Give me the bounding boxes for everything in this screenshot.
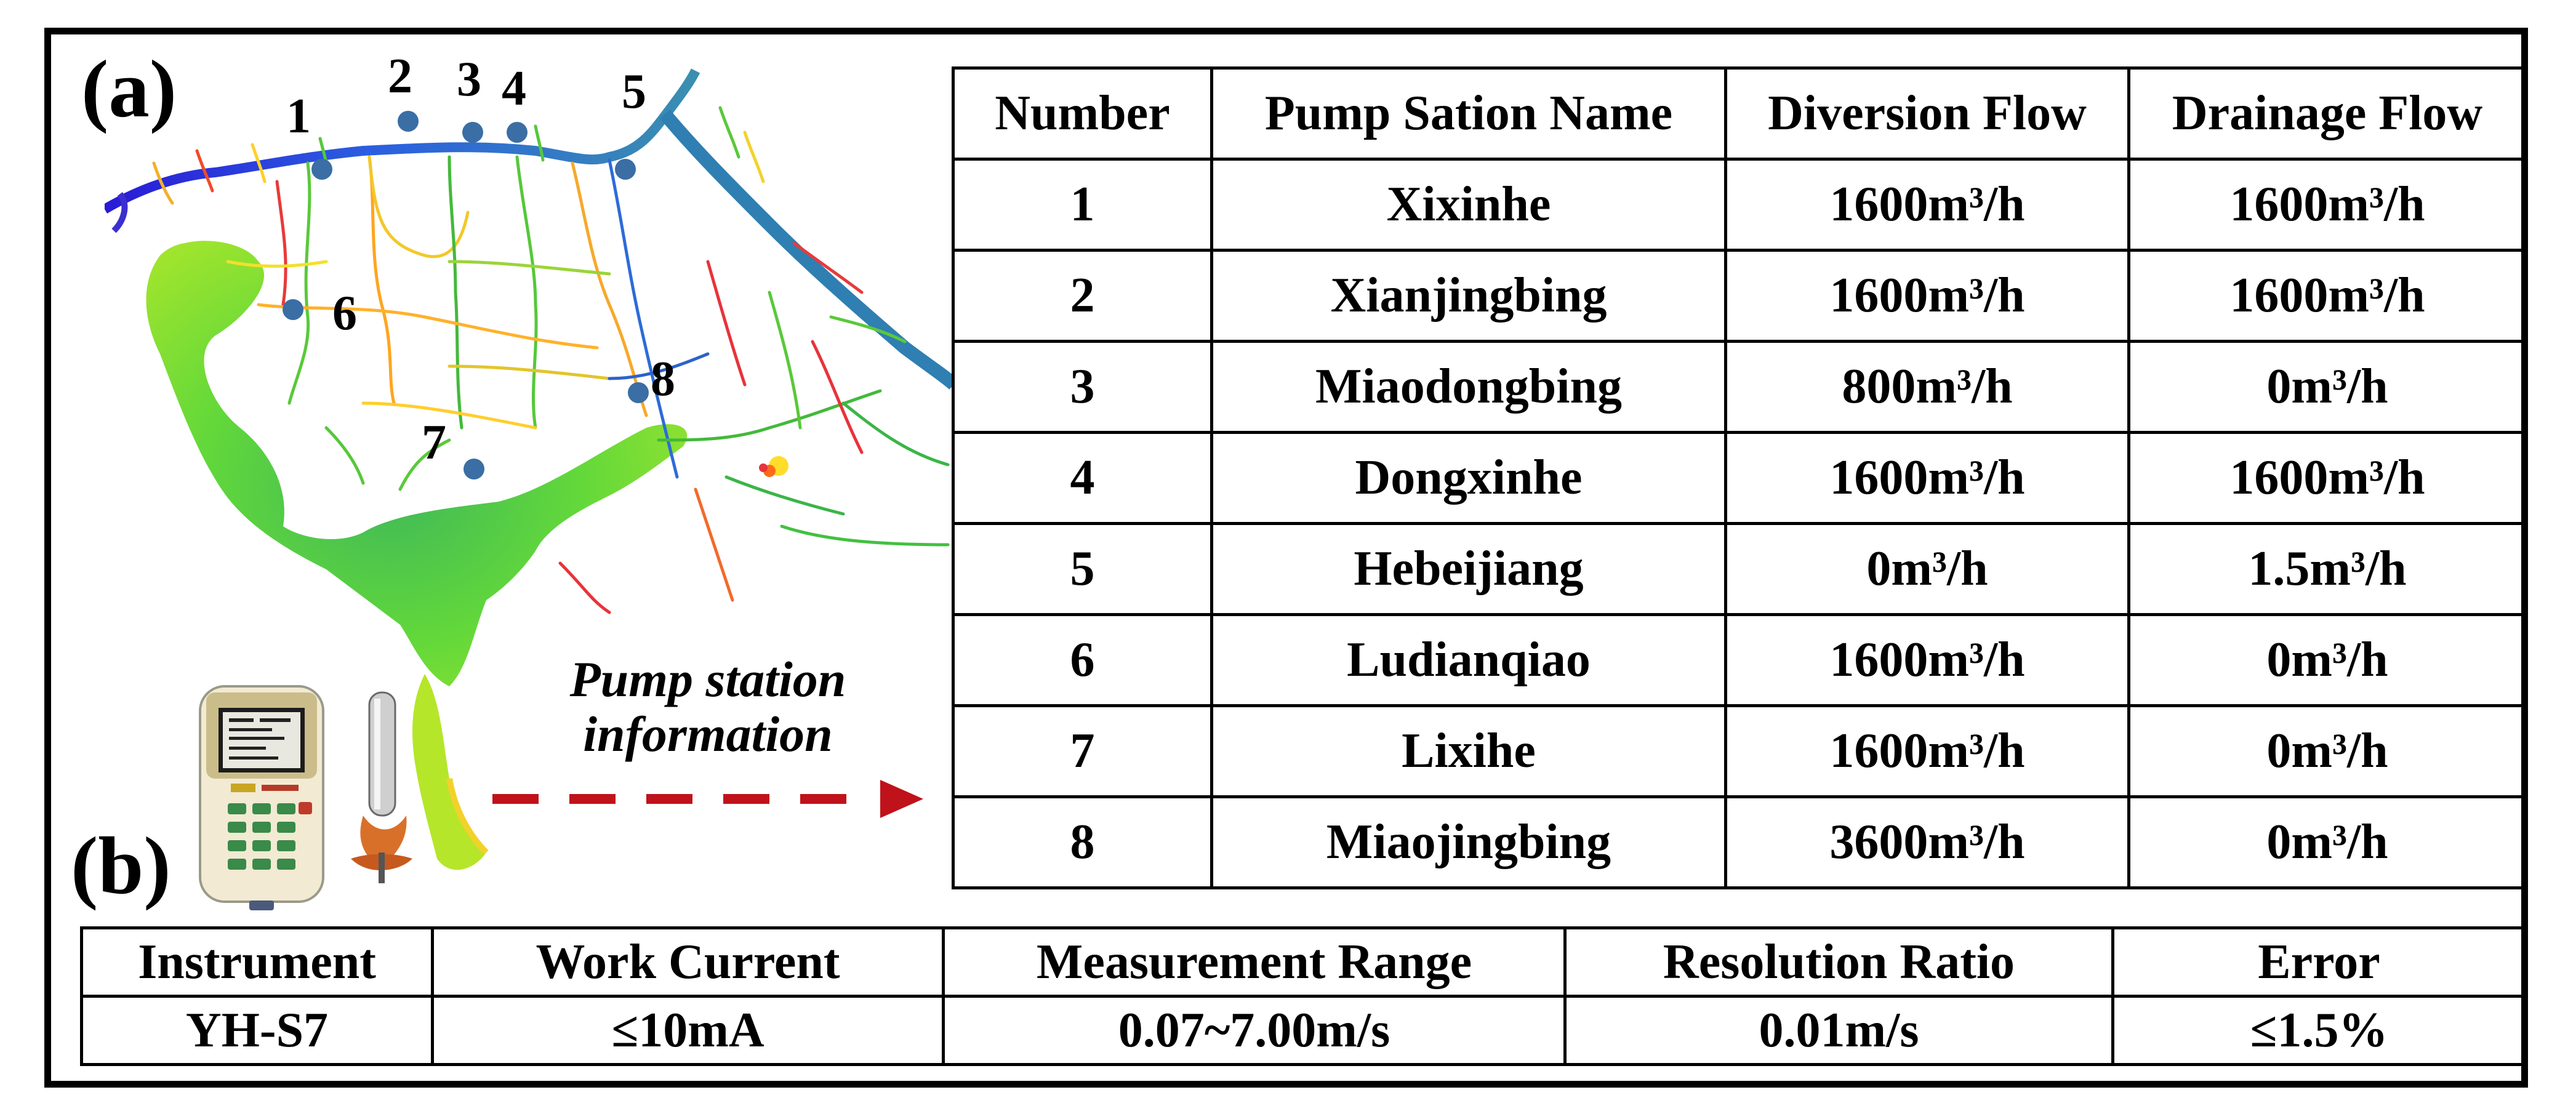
station-label-2: 2 [388, 58, 412, 103]
cell-number: 7 [952, 704, 1213, 798]
table-row: 5 Hebeijiang 0m³/h 1.5m³/h [952, 522, 2527, 616]
station-marker-2 [398, 111, 419, 132]
cell-number: 6 [952, 613, 1213, 707]
station-marker-1 [311, 159, 332, 180]
station-marker-4 [507, 122, 528, 143]
header-drainage: Drainage Flow [2127, 66, 2527, 161]
cell-number: 3 [952, 340, 1213, 434]
instrument-value-row: YH-S7 ≤10mA 0.07~7.00m/s 0.01m/s ≤1.5% [80, 995, 2527, 1066]
value-work-current: ≤10mA [431, 995, 945, 1066]
table-row: 2 Xianjingbing 1600m³/h 1600m³/h [952, 249, 2527, 343]
station-marker-6 [283, 299, 303, 320]
cell-diversion: 1600m³/h [1724, 158, 2130, 252]
panel-label-b: (b) [71, 820, 171, 911]
cell-drainage: 1.5m³/h [2127, 522, 2527, 616]
header-diversion: Diversion Flow [1724, 66, 2130, 161]
cell-number: 4 [952, 431, 1213, 525]
header-work-current: Work Current [431, 926, 945, 998]
table-row: 8 Miaojingbing 3600m³/h 0m³/h [952, 795, 2527, 889]
main-river-north [105, 68, 700, 214]
lake-west [146, 241, 688, 686]
cell-drainage: 0m³/h [2127, 340, 2527, 434]
cell-drainage: 1600m³/h [2127, 431, 2527, 525]
station-markers [283, 111, 649, 479]
cell-name: Miaojingbing [1210, 795, 1727, 889]
header-resolution-ratio: Resolution Ratio [1563, 926, 2114, 998]
cell-name: Ludianqiao [1210, 613, 1727, 707]
cell-diversion: 0m³/h [1724, 522, 2130, 616]
cell-number: 2 [952, 249, 1213, 343]
instrument-header-row: Instrument Work Current Measurement Rang… [80, 926, 2527, 998]
value-instrument: YH-S7 [80, 995, 434, 1066]
cell-drainage: 1600m³/h [2127, 249, 2527, 343]
station-label-5: 5 [622, 65, 646, 119]
cell-number: 5 [952, 522, 1213, 616]
river-network-map: 1 2 3 4 5 6 7 8 [105, 58, 954, 870]
southern-outlet [412, 674, 486, 870]
callout-line-2: information [583, 705, 833, 762]
pump-table-header-row: Number Pump Sation Name Diversion Flow D… [952, 66, 2527, 161]
cell-number: 8 [952, 795, 1213, 889]
flow-meter-device [199, 685, 412, 910]
dashed-arrow [492, 780, 923, 818]
cell-number: 1 [952, 158, 1213, 252]
header-name: Pump Sation Name [1210, 66, 1727, 161]
cell-drainage: 1600m³/h [2127, 158, 2527, 252]
header-instrument: Instrument [80, 926, 434, 998]
station-label-3: 3 [457, 58, 481, 106]
callout-line-1: Pump station [569, 651, 846, 707]
station-label-6: 6 [332, 286, 357, 340]
cell-diversion: 1600m³/h [1724, 431, 2130, 525]
cell-drainage: 0m³/h [2127, 795, 2527, 889]
pump-station-callout: Pump station information [492, 652, 923, 761]
table-row: 3 Miaodongbing 800m³/h 0m³/h [952, 340, 2527, 434]
cell-diversion: 3600m³/h [1724, 795, 2130, 889]
cell-name: Miaodongbing [1210, 340, 1727, 434]
station-marker-3 [462, 122, 483, 143]
cell-drainage: 0m³/h [2127, 704, 2527, 798]
cell-name: Lixihe [1210, 704, 1727, 798]
station-label-4: 4 [502, 62, 526, 116]
table-row: 7 Lixihe 1600m³/h 0m³/h [952, 704, 2527, 798]
instrument-table: Instrument Work Current Measurement Rang… [80, 926, 2527, 1066]
panel-label-a: (a) [81, 43, 177, 134]
station-label-7: 7 [422, 415, 446, 470]
station-marker-5 [615, 159, 636, 180]
value-error: ≤1.5% [2111, 995, 2527, 1066]
header-error: Error [2111, 926, 2527, 998]
station-label-8: 8 [651, 352, 675, 406]
header-number: Number [952, 66, 1213, 161]
cell-diversion: 800m³/h [1724, 340, 2130, 434]
value-measurement-range: 0.07~7.00m/s [942, 995, 1567, 1066]
station-marker-8 [628, 382, 649, 403]
station-marker-7 [463, 459, 484, 479]
table-row: 4 Dongxinhe 1600m³/h 1600m³/h [952, 431, 2527, 525]
value-resolution-ratio: 0.01m/s [1563, 995, 2114, 1066]
cell-name: Hebeijiang [1210, 522, 1727, 616]
cell-drainage: 0m³/h [2127, 613, 2527, 707]
pump-station-table: Number Pump Sation Name Diversion Flow D… [952, 66, 2527, 889]
header-measurement-range: Measurement Range [942, 926, 1567, 998]
cell-diversion: 1600m³/h [1724, 704, 2130, 798]
main-river-east [659, 109, 954, 390]
cell-name: Xianjingbing [1210, 249, 1727, 343]
cell-diversion: 1600m³/h [1724, 613, 2130, 707]
table-row: 1 Xixinhe 1600m³/h 1600m³/h [952, 158, 2527, 252]
station-label-1: 1 [286, 89, 311, 143]
cell-name: Dongxinhe [1210, 431, 1727, 525]
cell-diversion: 1600m³/h [1724, 249, 2130, 343]
cell-name: Xixinhe [1210, 158, 1727, 252]
table-row: 6 Ludianqiao 1600m³/h 0m³/h [952, 613, 2527, 707]
